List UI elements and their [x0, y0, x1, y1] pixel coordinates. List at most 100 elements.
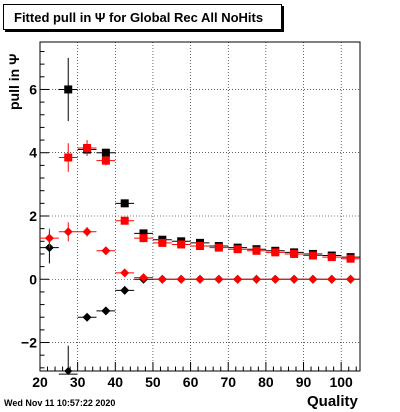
diamond-marker — [82, 227, 92, 237]
data-point — [265, 274, 285, 284]
diamond-marker — [308, 274, 318, 284]
axis-ticks — [39, 50, 357, 371]
diamond-marker — [101, 306, 111, 316]
square-marker — [120, 199, 129, 208]
square-marker — [64, 153, 73, 162]
x-axis-label: Quality — [307, 393, 358, 410]
data-point — [115, 199, 135, 208]
diamond-marker — [120, 268, 130, 278]
diamond-marker — [289, 274, 299, 284]
data-point — [152, 238, 172, 247]
diamond-marker — [157, 274, 167, 284]
square-marker — [101, 156, 110, 165]
data-point — [284, 249, 304, 258]
y-tick-label: 0 — [29, 271, 37, 287]
data-point — [77, 227, 97, 237]
square-marker — [101, 148, 110, 157]
square-marker — [196, 242, 204, 251]
datestamp: Wed Nov 11 10:57:22 2020 — [4, 398, 116, 408]
diamond-marker — [346, 274, 356, 284]
y-tick-label: 2 — [29, 208, 37, 224]
data-point — [190, 274, 210, 284]
diamond-marker — [63, 227, 73, 237]
data-point — [96, 155, 116, 166]
square-marker — [158, 238, 167, 247]
x-tick-label: 50 — [145, 374, 161, 390]
diamond-marker — [139, 273, 149, 283]
x-tick-label: 60 — [183, 374, 199, 390]
data-marks — [40, 57, 360, 375]
data-point — [77, 312, 97, 322]
data-point — [209, 243, 229, 252]
data-point — [96, 148, 116, 157]
data-point — [115, 216, 135, 225]
chart-title: Fitted pull in Ψ for Global Rec All NoHi… — [14, 10, 264, 25]
diamond-marker — [120, 285, 130, 295]
data-point — [341, 254, 360, 263]
x-tick-label: 90 — [296, 374, 312, 390]
diamond-marker — [44, 233, 54, 243]
square-marker — [308, 251, 317, 260]
data-point — [322, 253, 342, 262]
x-tick-label: 70 — [220, 374, 236, 390]
square-marker — [290, 249, 299, 258]
tick-labels: 20 30 40 50 60 70 80 90 100 −2 0 2 4 6 — [21, 81, 353, 390]
data-point — [96, 246, 116, 256]
x-tick-label: 30 — [70, 374, 86, 390]
x-tick-label: 20 — [32, 374, 48, 390]
data-point — [96, 306, 116, 316]
data-point — [58, 57, 78, 122]
data-point — [322, 274, 342, 284]
grid-lines — [40, 42, 360, 371]
data-point — [228, 274, 248, 284]
data-point — [247, 246, 266, 255]
data-point — [228, 245, 248, 254]
diamond-marker — [82, 312, 92, 322]
data-point — [171, 274, 191, 284]
square-marker — [271, 248, 280, 257]
x-tick-label: 80 — [258, 374, 274, 390]
diamond-marker — [327, 274, 337, 284]
data-point — [58, 222, 78, 242]
data-point — [134, 273, 153, 283]
diamond-marker — [233, 274, 243, 284]
x-tick-label: 100 — [329, 374, 353, 390]
data-point — [152, 274, 172, 284]
y-axis-label: pull in Ψ — [6, 53, 22, 110]
diamond-marker — [176, 274, 186, 284]
square-marker — [139, 234, 148, 243]
y-tick-label: 6 — [29, 81, 37, 97]
diamond-marker — [64, 367, 73, 375]
data-point — [40, 228, 59, 248]
chart-title-box: Fitted pull in Ψ for Global Rec All NoHi… — [3, 4, 282, 30]
plot-frame — [39, 41, 361, 372]
data-point — [77, 140, 97, 156]
diamond-marker — [214, 274, 224, 284]
data-point — [190, 242, 210, 251]
data-point — [341, 274, 360, 284]
data-point — [115, 268, 135, 278]
square-marker — [252, 246, 261, 255]
data-point — [171, 240, 191, 249]
data-point — [58, 143, 78, 172]
square-marker — [83, 143, 92, 152]
data-point — [134, 234, 153, 243]
diamond-marker — [101, 246, 111, 256]
square-marker — [177, 240, 186, 249]
diamond-marker — [270, 274, 280, 284]
y-tick-label: −2 — [21, 335, 37, 351]
data-point — [303, 251, 323, 260]
data-point — [115, 285, 135, 295]
square-marker — [233, 245, 242, 254]
square-marker — [327, 253, 336, 262]
data-point — [303, 274, 323, 284]
data-point — [265, 248, 285, 257]
x-tick-label: 40 — [108, 374, 124, 390]
square-marker — [214, 243, 223, 252]
square-marker — [139, 229, 148, 238]
data-point — [247, 274, 266, 284]
diamond-marker — [195, 274, 205, 284]
square-marker — [346, 254, 355, 263]
y-tick-label: 4 — [29, 145, 37, 161]
